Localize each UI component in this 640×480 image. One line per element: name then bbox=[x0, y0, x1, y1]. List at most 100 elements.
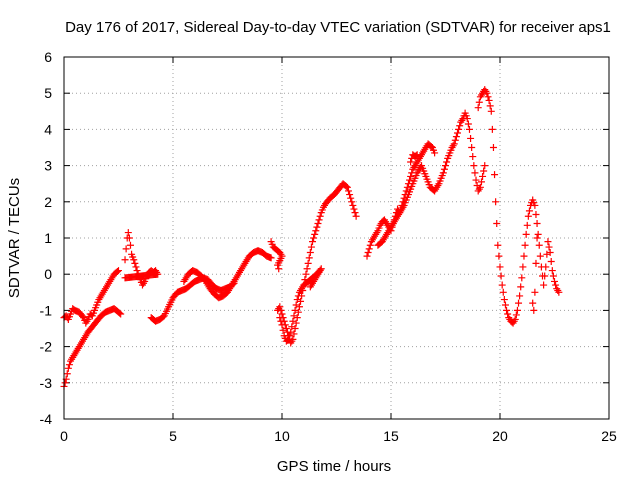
data-point bbox=[515, 299, 523, 307]
data-point bbox=[476, 183, 484, 191]
data-point bbox=[540, 281, 548, 289]
y-tick-label: 3 bbox=[44, 158, 52, 174]
data-point bbox=[276, 303, 284, 311]
x-tick-label: 5 bbox=[169, 428, 177, 444]
data-point bbox=[293, 296, 301, 304]
data-point bbox=[344, 187, 352, 195]
data-point bbox=[413, 151, 421, 159]
data-point bbox=[267, 254, 275, 262]
data-point bbox=[533, 234, 541, 242]
y-tick-label: 5 bbox=[44, 85, 52, 101]
data-point bbox=[497, 272, 505, 280]
data-point bbox=[518, 274, 526, 282]
data-point bbox=[470, 162, 478, 170]
data-point bbox=[516, 292, 524, 300]
data-point bbox=[366, 241, 374, 249]
data-point bbox=[465, 125, 473, 133]
data-point bbox=[512, 311, 520, 319]
data-point bbox=[277, 306, 285, 314]
chart-title: Day 176 of 2017, Sidereal Day-to-day VTE… bbox=[65, 19, 611, 36]
data-point bbox=[450, 140, 458, 148]
x-tick-label: 10 bbox=[274, 428, 290, 444]
data-point bbox=[456, 122, 464, 130]
x-tick-label: 0 bbox=[60, 428, 68, 444]
data-point bbox=[463, 115, 471, 123]
data-point bbox=[126, 241, 134, 249]
data-point bbox=[303, 265, 311, 273]
data-point bbox=[306, 283, 314, 291]
data-point bbox=[487, 107, 495, 115]
data-point bbox=[316, 212, 324, 220]
y-tick-label: -4 bbox=[40, 411, 53, 427]
data-point bbox=[364, 248, 372, 256]
data-points bbox=[60, 86, 563, 390]
data-point bbox=[117, 310, 125, 318]
data-point bbox=[311, 230, 319, 238]
data-point bbox=[529, 299, 537, 307]
data-point bbox=[493, 220, 501, 228]
data-point bbox=[443, 158, 451, 166]
data-point bbox=[474, 104, 482, 112]
data-point bbox=[477, 178, 485, 186]
data-point bbox=[545, 243, 553, 251]
data-point bbox=[346, 191, 354, 199]
data-point bbox=[352, 212, 360, 220]
data-point bbox=[121, 274, 129, 282]
data-point bbox=[551, 277, 558, 285]
data-point bbox=[294, 292, 302, 300]
data-point bbox=[113, 267, 121, 275]
data-point bbox=[494, 241, 502, 249]
data-point bbox=[412, 152, 420, 160]
data-point bbox=[402, 187, 410, 195]
data-point bbox=[302, 270, 310, 278]
data-point bbox=[520, 252, 528, 260]
data-point bbox=[287, 328, 295, 336]
data-point bbox=[406, 176, 414, 184]
data-point bbox=[489, 144, 497, 151]
data-point bbox=[288, 323, 296, 331]
data-point bbox=[442, 162, 449, 170]
data-point bbox=[439, 169, 447, 177]
data-point bbox=[548, 267, 556, 275]
data-point bbox=[546, 248, 554, 256]
data-point bbox=[291, 306, 299, 314]
data-point bbox=[131, 259, 139, 267]
data-point bbox=[65, 361, 73, 369]
y-tick-label: -3 bbox=[40, 375, 53, 391]
data-point bbox=[517, 283, 525, 291]
data-point bbox=[485, 96, 493, 104]
data-point bbox=[542, 263, 550, 271]
data-point bbox=[484, 93, 492, 101]
data-point bbox=[464, 120, 472, 128]
data-point bbox=[495, 252, 503, 260]
data-point bbox=[349, 201, 357, 209]
data-point bbox=[469, 153, 477, 161]
data-point bbox=[498, 281, 506, 289]
data-point bbox=[536, 252, 544, 260]
data-point bbox=[472, 176, 480, 184]
data-point bbox=[427, 143, 435, 151]
data-point bbox=[452, 133, 460, 141]
data-point bbox=[124, 229, 132, 237]
data-point bbox=[314, 220, 322, 228]
data-point bbox=[555, 288, 563, 296]
data-point bbox=[122, 245, 130, 253]
data-point bbox=[431, 149, 439, 157]
tick-labels: 0 5 10 15 20 25 -4 -3 -2 -1 0 1 2 3 4 5 6 bbox=[40, 49, 617, 444]
data-point bbox=[483, 89, 491, 97]
y-tick-label: 2 bbox=[44, 194, 52, 210]
data-point bbox=[532, 210, 540, 218]
data-point bbox=[499, 288, 507, 296]
y-tick-label: 0 bbox=[44, 266, 52, 282]
data-point bbox=[503, 306, 511, 314]
data-point bbox=[313, 223, 321, 231]
y-tick-label: 4 bbox=[44, 121, 52, 137]
data-point bbox=[292, 301, 300, 309]
data-point bbox=[541, 272, 549, 280]
data-point bbox=[290, 312, 298, 320]
data-point bbox=[286, 332, 294, 340]
data-point bbox=[547, 258, 555, 266]
data-point bbox=[121, 256, 129, 264]
data-point bbox=[486, 102, 494, 110]
